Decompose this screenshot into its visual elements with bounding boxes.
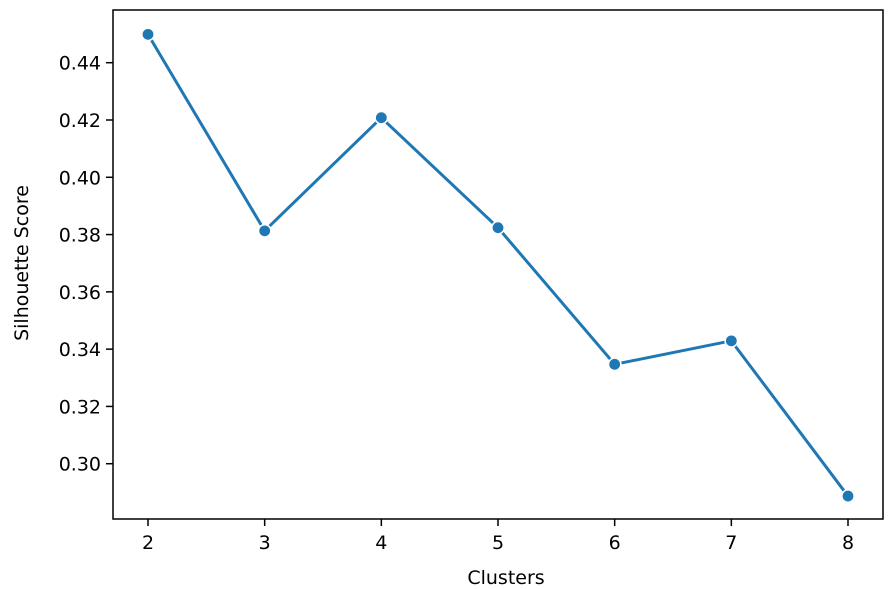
x-axis-label: Clusters bbox=[467, 567, 544, 589]
y-tick-label-0.38: 0.38 bbox=[59, 225, 101, 247]
data-point-3 bbox=[257, 223, 272, 238]
data-point-4 bbox=[374, 110, 389, 125]
y-tick-label-0.42: 0.42 bbox=[59, 110, 101, 132]
x-tick-label-5: 5 bbox=[492, 532, 504, 554]
x-tick-label-6: 6 bbox=[609, 532, 621, 554]
data-point-2 bbox=[141, 27, 156, 42]
plot-area bbox=[141, 27, 855, 504]
y-tick-label-0.36: 0.36 bbox=[59, 282, 101, 304]
y-tick-label-0.30: 0.30 bbox=[59, 454, 101, 476]
x-tick-label-2: 2 bbox=[142, 532, 154, 554]
y-tick-label-0.34: 0.34 bbox=[59, 339, 101, 361]
x-tick-label-3: 3 bbox=[259, 532, 271, 554]
data-point-7 bbox=[724, 333, 739, 348]
y-tick-label-0.32: 0.32 bbox=[59, 396, 101, 418]
data-point-6 bbox=[607, 357, 622, 372]
x-tick-label-7: 7 bbox=[725, 532, 737, 554]
data-point-8 bbox=[840, 489, 855, 504]
x-tick-label-4: 4 bbox=[375, 532, 387, 554]
y-tick-label-0.40: 0.40 bbox=[59, 167, 101, 189]
y-tick-label-0.44: 0.44 bbox=[59, 53, 101, 75]
axes: 2 3 4 5 6 7 8 0.30 0.32 0.34 0.36 0.38 0.40 0.42 0.44 bbox=[59, 9, 884, 554]
y-axis-label: Silhouette Score bbox=[11, 185, 33, 341]
data-point-5 bbox=[490, 220, 505, 235]
x-tick-label-8: 8 bbox=[842, 532, 854, 554]
